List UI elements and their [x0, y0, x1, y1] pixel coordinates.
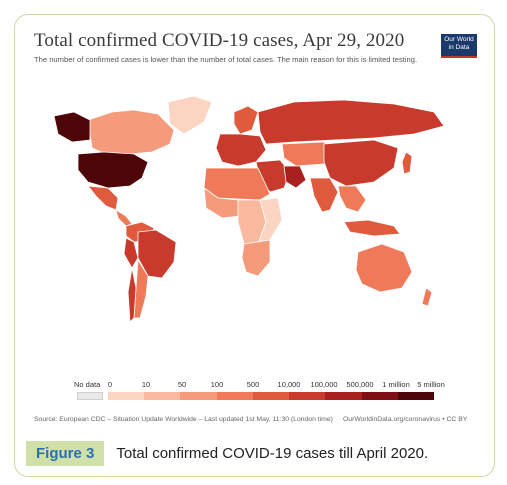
map-region-central-america[interactable]: [115, 209, 133, 227]
legend-swatch[interactable]: [180, 392, 217, 400]
legend-color-bar: [108, 392, 434, 400]
legend-swatch[interactable]: [325, 392, 362, 400]
credit-link[interactable]: OurWorldinData.org/coronavirus • CC BY: [343, 416, 468, 423]
map-region-new-zealand[interactable]: [421, 287, 433, 307]
legend-labels: 0 10 50 100 500 10,000 100,000 500,000 1…: [0, 380, 507, 392]
legend-swatch[interactable]: [144, 392, 181, 400]
map-region-peru[interactable]: [123, 237, 139, 269]
map-region-central-asia[interactable]: [281, 141, 337, 167]
chart-title: Total confirmed COVID-19 cases, Apr 29, …: [34, 30, 405, 51]
legend-label: 100: [210, 380, 224, 389]
map-region-europe[interactable]: [215, 133, 267, 167]
legend-no-data-label: No data: [74, 380, 101, 389]
legend-label: 1 million: [382, 380, 410, 389]
map-region-scandinavia[interactable]: [233, 105, 259, 135]
legend-label: 500: [246, 380, 260, 389]
map-region-australia[interactable]: [355, 243, 413, 293]
map-region-united-states[interactable]: [77, 151, 149, 189]
chart-subtitle: The number of confirmed cases is lower t…: [34, 55, 418, 64]
legend-swatch[interactable]: [108, 392, 145, 400]
logo-line-2: in Data: [448, 44, 470, 51]
legend-label: 10,000: [277, 380, 301, 389]
map-region-greenland[interactable]: [167, 95, 213, 135]
map-region-india[interactable]: [309, 177, 339, 213]
figure-caption-text: Total confirmed COVID-19 cases till Apri…: [116, 444, 429, 462]
world-map: [53, 95, 445, 323]
map-region-southern-africa[interactable]: [241, 239, 271, 277]
map-region-indonesia[interactable]: [343, 219, 401, 237]
map-region-brazil[interactable]: [137, 229, 177, 279]
source-note: Source: European CDC – Situation Update …: [34, 416, 333, 423]
legend-label: 10: [141, 380, 151, 389]
legend-label: 50: [177, 380, 187, 389]
legend-swatch[interactable]: [216, 392, 253, 400]
map-region-japan[interactable]: [401, 151, 413, 175]
logo-line-1: Our World: [444, 36, 474, 43]
legend-label: 100,000: [310, 380, 338, 389]
map-region-chile[interactable]: [127, 267, 137, 323]
map-region-mexico[interactable]: [87, 185, 119, 211]
legend-no-data-swatch[interactable]: [77, 392, 103, 400]
legend-swatch[interactable]: [289, 392, 326, 400]
figure-label: Figure 3: [26, 440, 105, 466]
legend-label: 500,000: [346, 380, 374, 389]
legend-swatch[interactable]: [252, 392, 290, 400]
map-region-china[interactable]: [323, 139, 399, 187]
map-region-iran[interactable]: [283, 165, 307, 189]
map-region-alaska[interactable]: [53, 111, 91, 143]
map-region-southeast-asia[interactable]: [337, 185, 367, 213]
legend-swatch[interactable]: [397, 392, 434, 400]
map-region-canada[interactable]: [87, 109, 175, 155]
legend-label: 5 million: [417, 380, 445, 389]
map-region-russia[interactable]: [257, 99, 445, 145]
figure-caption: Figure 3 Total confirmed COVID-19 cases …: [26, 440, 428, 466]
owid-logo[interactable]: Our World in Data: [441, 34, 477, 58]
legend-swatch[interactable]: [361, 392, 398, 400]
legend-label: 0: [107, 380, 113, 389]
